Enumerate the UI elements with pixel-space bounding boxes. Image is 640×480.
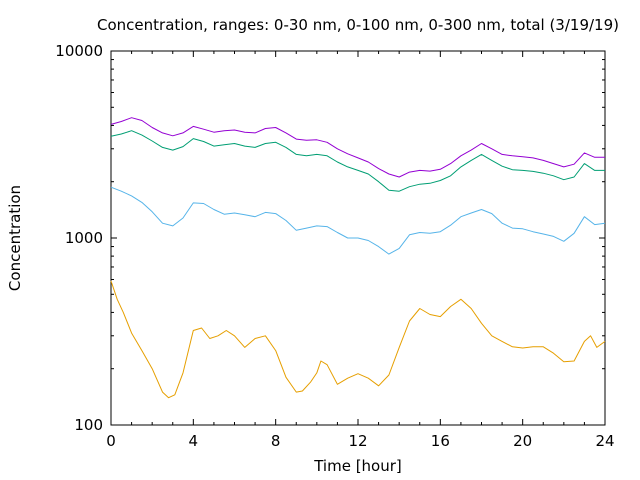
series-line-2 (110, 186, 606, 255)
x-axis: 0 4 8 12 16 20 24 (106, 51, 615, 450)
x-axis-label: Time [hour] (313, 457, 402, 475)
x-tick-label: 24 (595, 432, 614, 450)
y-tick-label: 1000 (65, 229, 103, 247)
series-line-4 (110, 117, 605, 178)
y-axis-label: Concentration (6, 185, 24, 291)
series-line-3 (110, 130, 605, 192)
y-tick-label: 10000 (55, 42, 103, 60)
x-tick-label: 8 (271, 432, 281, 450)
chart-title: Concentration, ranges: 0-30 nm, 0-100 nm… (97, 16, 619, 34)
series-layer (110, 117, 606, 399)
x-tick-label: 20 (513, 432, 532, 450)
y-tick-label: 100 (74, 416, 103, 434)
x-tick-label: 12 (348, 432, 367, 450)
series-line-1 (110, 280, 606, 399)
x-tick-label: 0 (106, 432, 116, 450)
x-tick-label: 16 (431, 432, 450, 450)
y-axis: 100 1000 10000 (55, 42, 605, 434)
x-tick-label: 4 (189, 432, 199, 450)
